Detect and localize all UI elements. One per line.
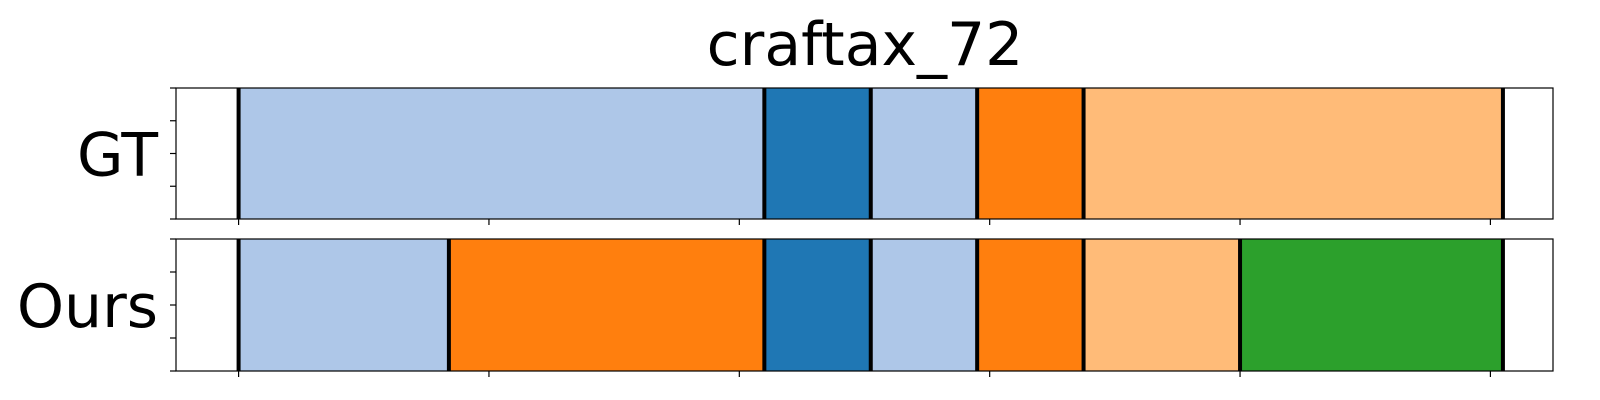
segment-0-2 <box>870 88 978 219</box>
segment-1-1 <box>448 239 765 371</box>
segment-1-5 <box>1083 239 1241 371</box>
segment-0-3 <box>977 88 1084 219</box>
segment-1-6 <box>1240 239 1503 371</box>
segment-0-0 <box>238 88 765 219</box>
row-0: GT <box>77 87 1554 225</box>
segment-1-2 <box>764 239 871 371</box>
row-label-1: Ours <box>17 272 158 342</box>
row-label-0: GT <box>77 121 158 191</box>
segment-1-0 <box>238 239 449 371</box>
chart-title: craftax_72 <box>707 10 1024 80</box>
segment-1-4 <box>977 239 1084 371</box>
segment-0-1 <box>764 88 871 219</box>
segment-1-3 <box>870 239 978 371</box>
row-1: Ours <box>17 238 1554 377</box>
segment-0-4 <box>1083 88 1503 219</box>
rows-layer: GT Ours <box>17 87 1554 377</box>
